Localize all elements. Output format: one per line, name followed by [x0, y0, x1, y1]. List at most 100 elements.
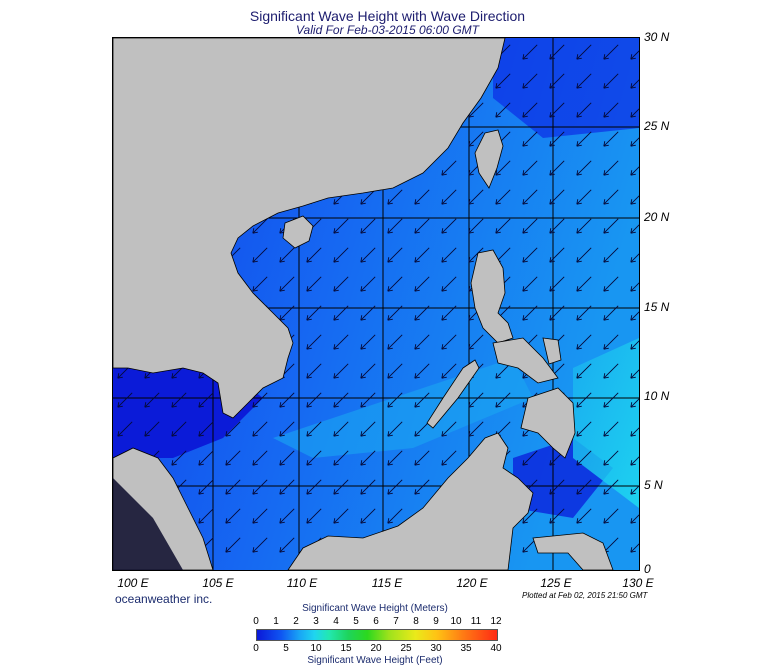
- scale-tick-meters: 12: [490, 616, 502, 627]
- wave-arrow: [603, 131, 619, 147]
- lat-label-5n: 5 N: [644, 478, 663, 492]
- wave-arrow: [630, 543, 639, 553]
- wave-arrow: [387, 276, 403, 292]
- lat-label-15n: 15 N: [644, 300, 670, 314]
- wave-arrow: [360, 421, 376, 437]
- wave-arrow: [603, 363, 619, 379]
- land-samar: [542, 337, 562, 365]
- wave-arrow: [387, 508, 403, 524]
- wave-arrow: [495, 363, 511, 379]
- scale-tick-meters: 8: [413, 616, 419, 627]
- wave-arrow: [468, 334, 484, 350]
- scale-tick-meters: 9: [433, 616, 439, 627]
- wave-arrow: [414, 334, 430, 350]
- wave-arrow: [630, 108, 639, 118]
- wave-arrow: [414, 392, 430, 408]
- land-palawan: [426, 359, 480, 429]
- land-hainan: [282, 215, 314, 249]
- wave-arrow: [225, 537, 241, 553]
- wave-arrow: [387, 421, 403, 437]
- wave-arrow: [522, 160, 538, 176]
- wave-arrow: [387, 334, 403, 350]
- lat-label-30n: 30 N: [644, 30, 670, 44]
- wave-arrow: [387, 247, 403, 263]
- wave-arrow: [387, 305, 403, 321]
- scale-tick-meters: 0: [253, 616, 259, 627]
- wave-arrow: [441, 363, 457, 379]
- scale-tick-meters: 1: [273, 616, 279, 627]
- wave-arrow: [441, 334, 457, 350]
- wave-arrow: [603, 305, 619, 321]
- land-mindanao: [520, 387, 576, 459]
- wave-arrow: [414, 276, 430, 292]
- lon-label-115e: 115 E: [371, 576, 403, 590]
- wave-arrow: [630, 50, 639, 60]
- wave-arrow: [333, 392, 349, 408]
- wave-arrow: [252, 218, 268, 234]
- wave-arrow: [630, 79, 639, 89]
- wave-arrow: [630, 340, 639, 350]
- wave-arrow: [387, 189, 403, 205]
- wave-arrow: [252, 508, 268, 524]
- wave-arrow: [441, 160, 457, 176]
- wave-arrow: [252, 479, 268, 495]
- wave-arrow: [576, 392, 592, 408]
- lat-label-10n: 10 N: [644, 389, 670, 403]
- wave-arrow: [225, 450, 241, 466]
- wave-arrow: [468, 392, 484, 408]
- wave-arrow: [441, 305, 457, 321]
- scale-tick-meters: 5: [353, 616, 359, 627]
- wave-arrow: [198, 450, 214, 466]
- wave-arrow: [603, 73, 619, 89]
- plotted-timestamp: Plotted at Feb 02, 2015 21:50 GMT: [522, 591, 648, 600]
- wave-arrow: [576, 247, 592, 263]
- scale-tick-feet: 35: [460, 643, 472, 654]
- wave-arrow: [549, 479, 565, 495]
- wave-arrow: [603, 479, 619, 495]
- lon-label-100e: 100 E: [117, 576, 149, 590]
- wave-arrow: [360, 363, 376, 379]
- wave-arrow: [468, 421, 484, 437]
- scale-tick-feet: 40: [490, 643, 502, 654]
- wave-arrow: [279, 421, 295, 437]
- wave-arrow: [603, 392, 619, 408]
- scale-tick-meters: 2: [293, 616, 299, 627]
- wave-arrow: [630, 456, 639, 466]
- scale-tick-meters: 11: [470, 616, 482, 627]
- wave-arrow: [522, 508, 538, 524]
- wave-arrow: [279, 305, 295, 321]
- wave-arrow: [306, 276, 322, 292]
- scale-tick-meters: 3: [313, 616, 319, 627]
- scale-tick-meters: 4: [333, 616, 339, 627]
- wave-arrow: [549, 247, 565, 263]
- wave-arrow: [522, 73, 538, 89]
- lon-label-110e: 110 E: [286, 576, 318, 590]
- wave-arrow: [387, 479, 403, 495]
- wave-arrow: [360, 218, 376, 234]
- wave-arrow: [306, 247, 322, 263]
- wave-arrow: [360, 189, 376, 205]
- wave-arrow: [603, 218, 619, 234]
- wave-arrow: [306, 305, 322, 321]
- lon-label-105e: 105 E: [202, 576, 234, 590]
- wave-arrow: [495, 73, 511, 89]
- wave-arrow: [252, 276, 268, 292]
- wave-arrow: [603, 508, 619, 524]
- wave-arrow: [117, 392, 133, 408]
- wave-arrow: [576, 334, 592, 350]
- scale-tick-feet: 30: [430, 643, 442, 654]
- wave-height-color-scale: [256, 629, 498, 641]
- wave-arrow: [252, 537, 268, 553]
- land-luzon: [470, 249, 514, 344]
- wave-arrow: [468, 247, 484, 263]
- wave-arrow: [333, 276, 349, 292]
- wave-arrow: [198, 508, 214, 524]
- wave-arrow: [306, 421, 322, 437]
- wave-arrow: [630, 311, 639, 321]
- lon-label-130e: 130 E: [622, 576, 654, 590]
- wave-arrow: [603, 421, 619, 437]
- wave-arrow: [144, 421, 160, 437]
- wave-arrow: [522, 218, 538, 234]
- wave-arrow: [549, 276, 565, 292]
- land-taiwan: [474, 129, 504, 189]
